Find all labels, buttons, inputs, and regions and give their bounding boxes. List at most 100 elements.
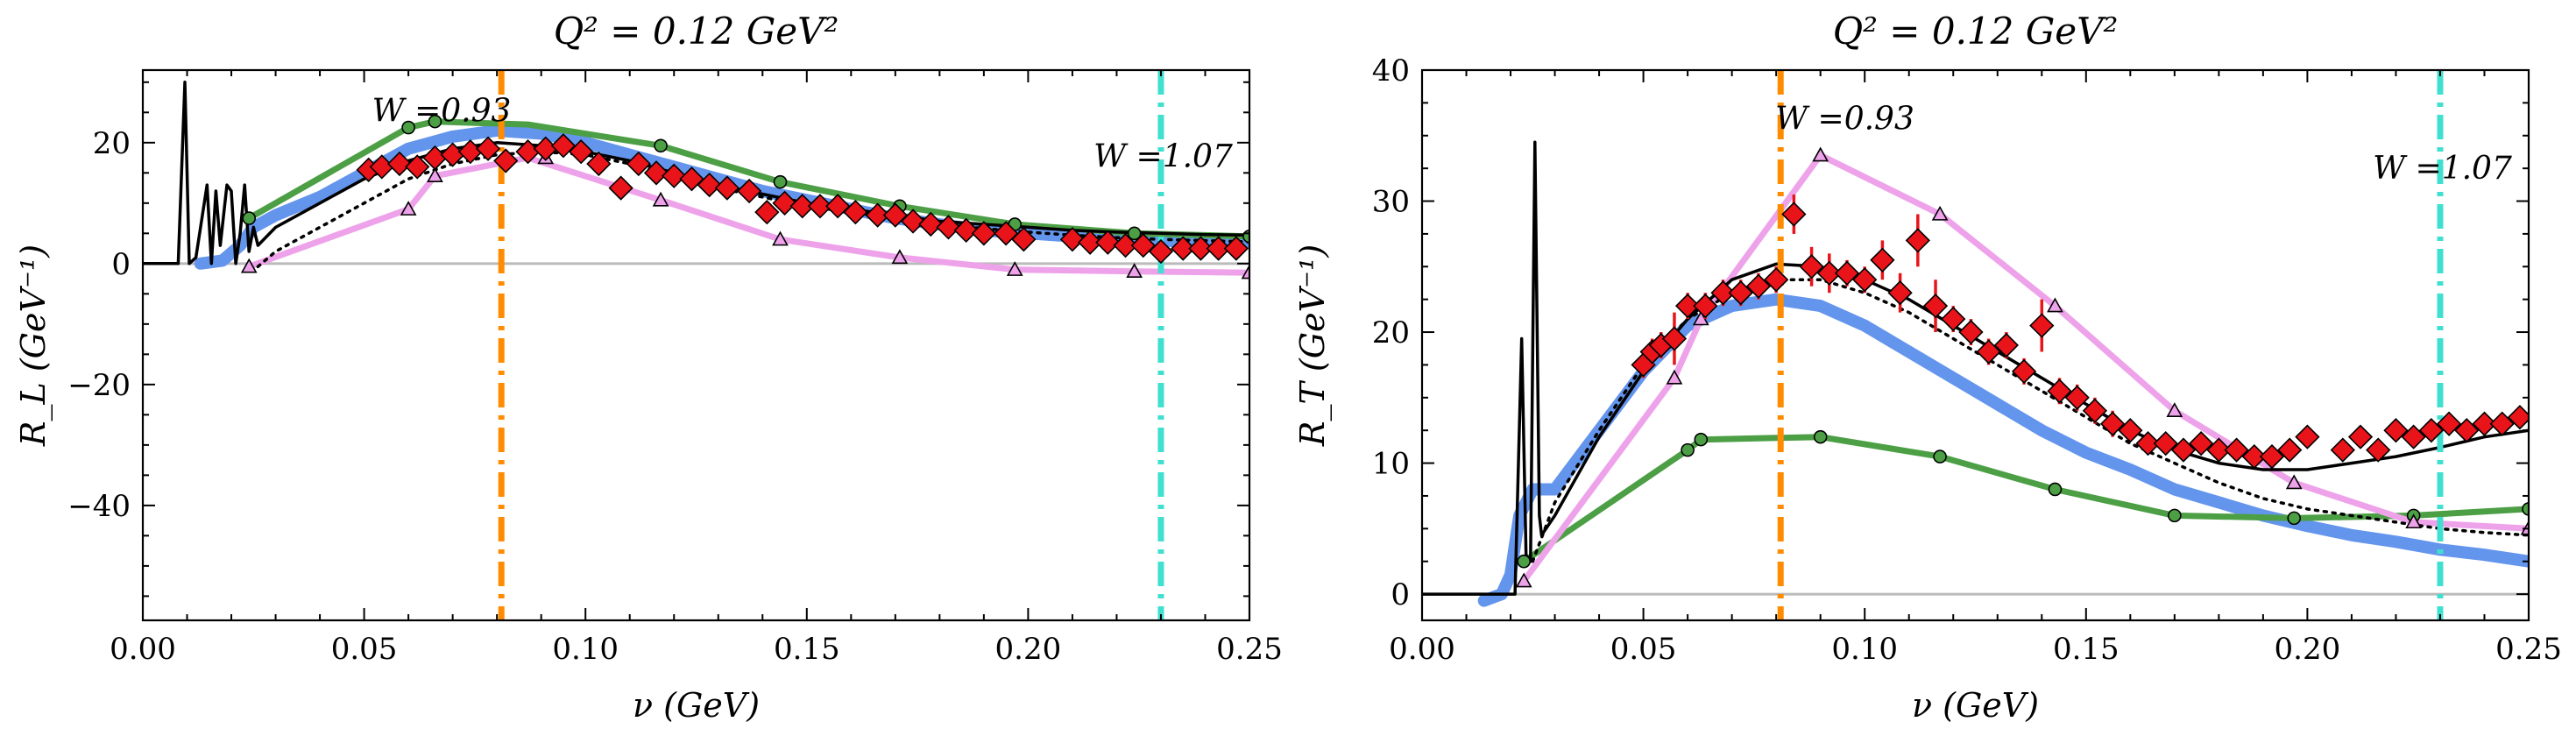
data-point bbox=[2489, 411, 2515, 436]
panel-right: W =0.93 W =1.07 0.00 0.05 0.10 0.15 0.20 0.25 0 1… bbox=[1293, 10, 2562, 725]
data-point bbox=[1077, 230, 1103, 255]
panel-left: W =0.93 W =1.07 0.00 0.05 0.10 0.15 0.20 0.25 −4… bbox=[14, 10, 1283, 725]
pink-triangle-marker bbox=[2405, 513, 2423, 529]
data-point bbox=[2170, 437, 2197, 463]
x-tick-label: 0.05 bbox=[1610, 632, 1677, 667]
data-point bbox=[1728, 280, 1753, 306]
pink-triangle-marker bbox=[1241, 264, 1249, 280]
pink-triangle-marker bbox=[240, 258, 258, 273]
data-point bbox=[2153, 431, 2178, 456]
series-line-blue_band bbox=[1477, 293, 2529, 607]
y-tick-label: 20 bbox=[93, 126, 131, 161]
y-tick-label: 0 bbox=[111, 247, 131, 282]
data-point bbox=[2082, 398, 2108, 423]
data-point bbox=[2135, 431, 2161, 456]
data-point bbox=[1206, 236, 1231, 261]
data-point bbox=[2241, 443, 2267, 470]
x-tick-label: 0.15 bbox=[774, 632, 840, 667]
data-point bbox=[1188, 236, 1214, 261]
data-point bbox=[1976, 339, 2001, 364]
data-point bbox=[900, 209, 926, 234]
data-point bbox=[843, 200, 868, 225]
series-line-pink bbox=[245, 154, 1249, 276]
data-point bbox=[736, 178, 762, 204]
x-tick-label: 0.20 bbox=[2275, 632, 2341, 667]
data-point bbox=[662, 163, 687, 188]
data-point bbox=[2295, 424, 2320, 449]
data-point bbox=[936, 215, 961, 240]
pink-triangle-marker bbox=[1666, 369, 1683, 385]
data-point bbox=[1922, 294, 1949, 319]
data-point bbox=[493, 148, 519, 173]
data-point bbox=[2029, 313, 2055, 338]
series-line-dotted bbox=[1531, 278, 2529, 563]
data-point bbox=[1171, 236, 1196, 261]
data-point bbox=[586, 151, 612, 177]
pink-triangle-marker bbox=[1931, 205, 1949, 221]
data-point bbox=[1113, 233, 1138, 258]
vline-label: W =0.93 bbox=[372, 94, 512, 130]
data-point bbox=[2047, 379, 2072, 404]
green-circle-marker bbox=[2287, 511, 2302, 526]
data-point bbox=[2366, 437, 2391, 463]
pink-triangle-marker bbox=[2166, 402, 2183, 417]
pink-triangle-marker bbox=[1812, 146, 1829, 162]
data-point bbox=[1674, 294, 1701, 319]
y-tick-label: 30 bbox=[1372, 185, 1410, 220]
plot-area bbox=[1422, 70, 2529, 620]
data-point bbox=[714, 175, 740, 201]
data-point bbox=[789, 194, 815, 219]
data-point bbox=[1870, 247, 1895, 272]
data-point bbox=[1764, 267, 1789, 293]
data-point bbox=[2383, 418, 2409, 443]
data-point bbox=[918, 211, 944, 237]
green-circle-marker bbox=[2522, 502, 2529, 516]
data-point bbox=[405, 154, 430, 180]
data-point bbox=[2206, 437, 2232, 463]
y-tick-label: 10 bbox=[1372, 447, 1410, 482]
data-point bbox=[475, 136, 501, 161]
data-point bbox=[1223, 236, 1249, 261]
green-circle-marker bbox=[1127, 226, 1142, 241]
data-point bbox=[1781, 202, 1807, 227]
axes-frame bbox=[141, 68, 1251, 622]
y-axis-label: R_L (GeV⁻¹) bbox=[14, 244, 53, 447]
x-tick-label: 0.10 bbox=[1831, 632, 1898, 667]
pink-triangle-marker bbox=[427, 167, 443, 182]
green-circle-marker bbox=[401, 120, 415, 135]
axes-frame bbox=[1420, 68, 2530, 622]
data-point bbox=[2064, 385, 2090, 410]
green-circle-marker bbox=[1933, 449, 1947, 464]
data-point bbox=[1816, 260, 1842, 286]
data-point bbox=[1887, 280, 1913, 306]
green-circle-marker bbox=[773, 174, 788, 189]
data-point bbox=[1661, 326, 1688, 351]
pink-triangle-marker bbox=[1515, 572, 1532, 588]
data-point bbox=[2118, 418, 2143, 443]
x-tick-label: 0.15 bbox=[2053, 632, 2120, 667]
x-tick-label: 0.10 bbox=[552, 632, 619, 667]
data-point bbox=[772, 190, 797, 216]
vline-label: W =1.07 bbox=[2373, 151, 2512, 187]
green-circle-marker bbox=[1694, 432, 1709, 447]
data-point bbox=[2330, 437, 2355, 463]
pink-triangle-marker bbox=[772, 230, 789, 246]
data-point bbox=[2472, 411, 2497, 436]
chart-title: Q² = 0.12 GeV² bbox=[1833, 10, 2119, 53]
data-point bbox=[569, 139, 594, 165]
data-point bbox=[2189, 431, 2214, 456]
pink-triangle-marker bbox=[891, 249, 909, 265]
data-point bbox=[2347, 424, 2374, 449]
data-point bbox=[1941, 306, 1966, 332]
data-point bbox=[953, 217, 979, 244]
data-point bbox=[2277, 437, 2303, 463]
pink-triangle-marker bbox=[1006, 261, 1023, 276]
y-tick-label: −20 bbox=[67, 368, 131, 403]
pink-triangle-marker bbox=[1126, 263, 1143, 279]
y-axis-label: R_T (GeV⁻¹) bbox=[1293, 244, 1333, 447]
x-tick-label: 0.25 bbox=[2495, 632, 2562, 667]
data-point bbox=[754, 200, 780, 225]
x-tick-label: 0.00 bbox=[110, 632, 176, 667]
series-line-black bbox=[1422, 140, 2529, 596]
vline-label: W =1.07 bbox=[1093, 138, 1233, 174]
